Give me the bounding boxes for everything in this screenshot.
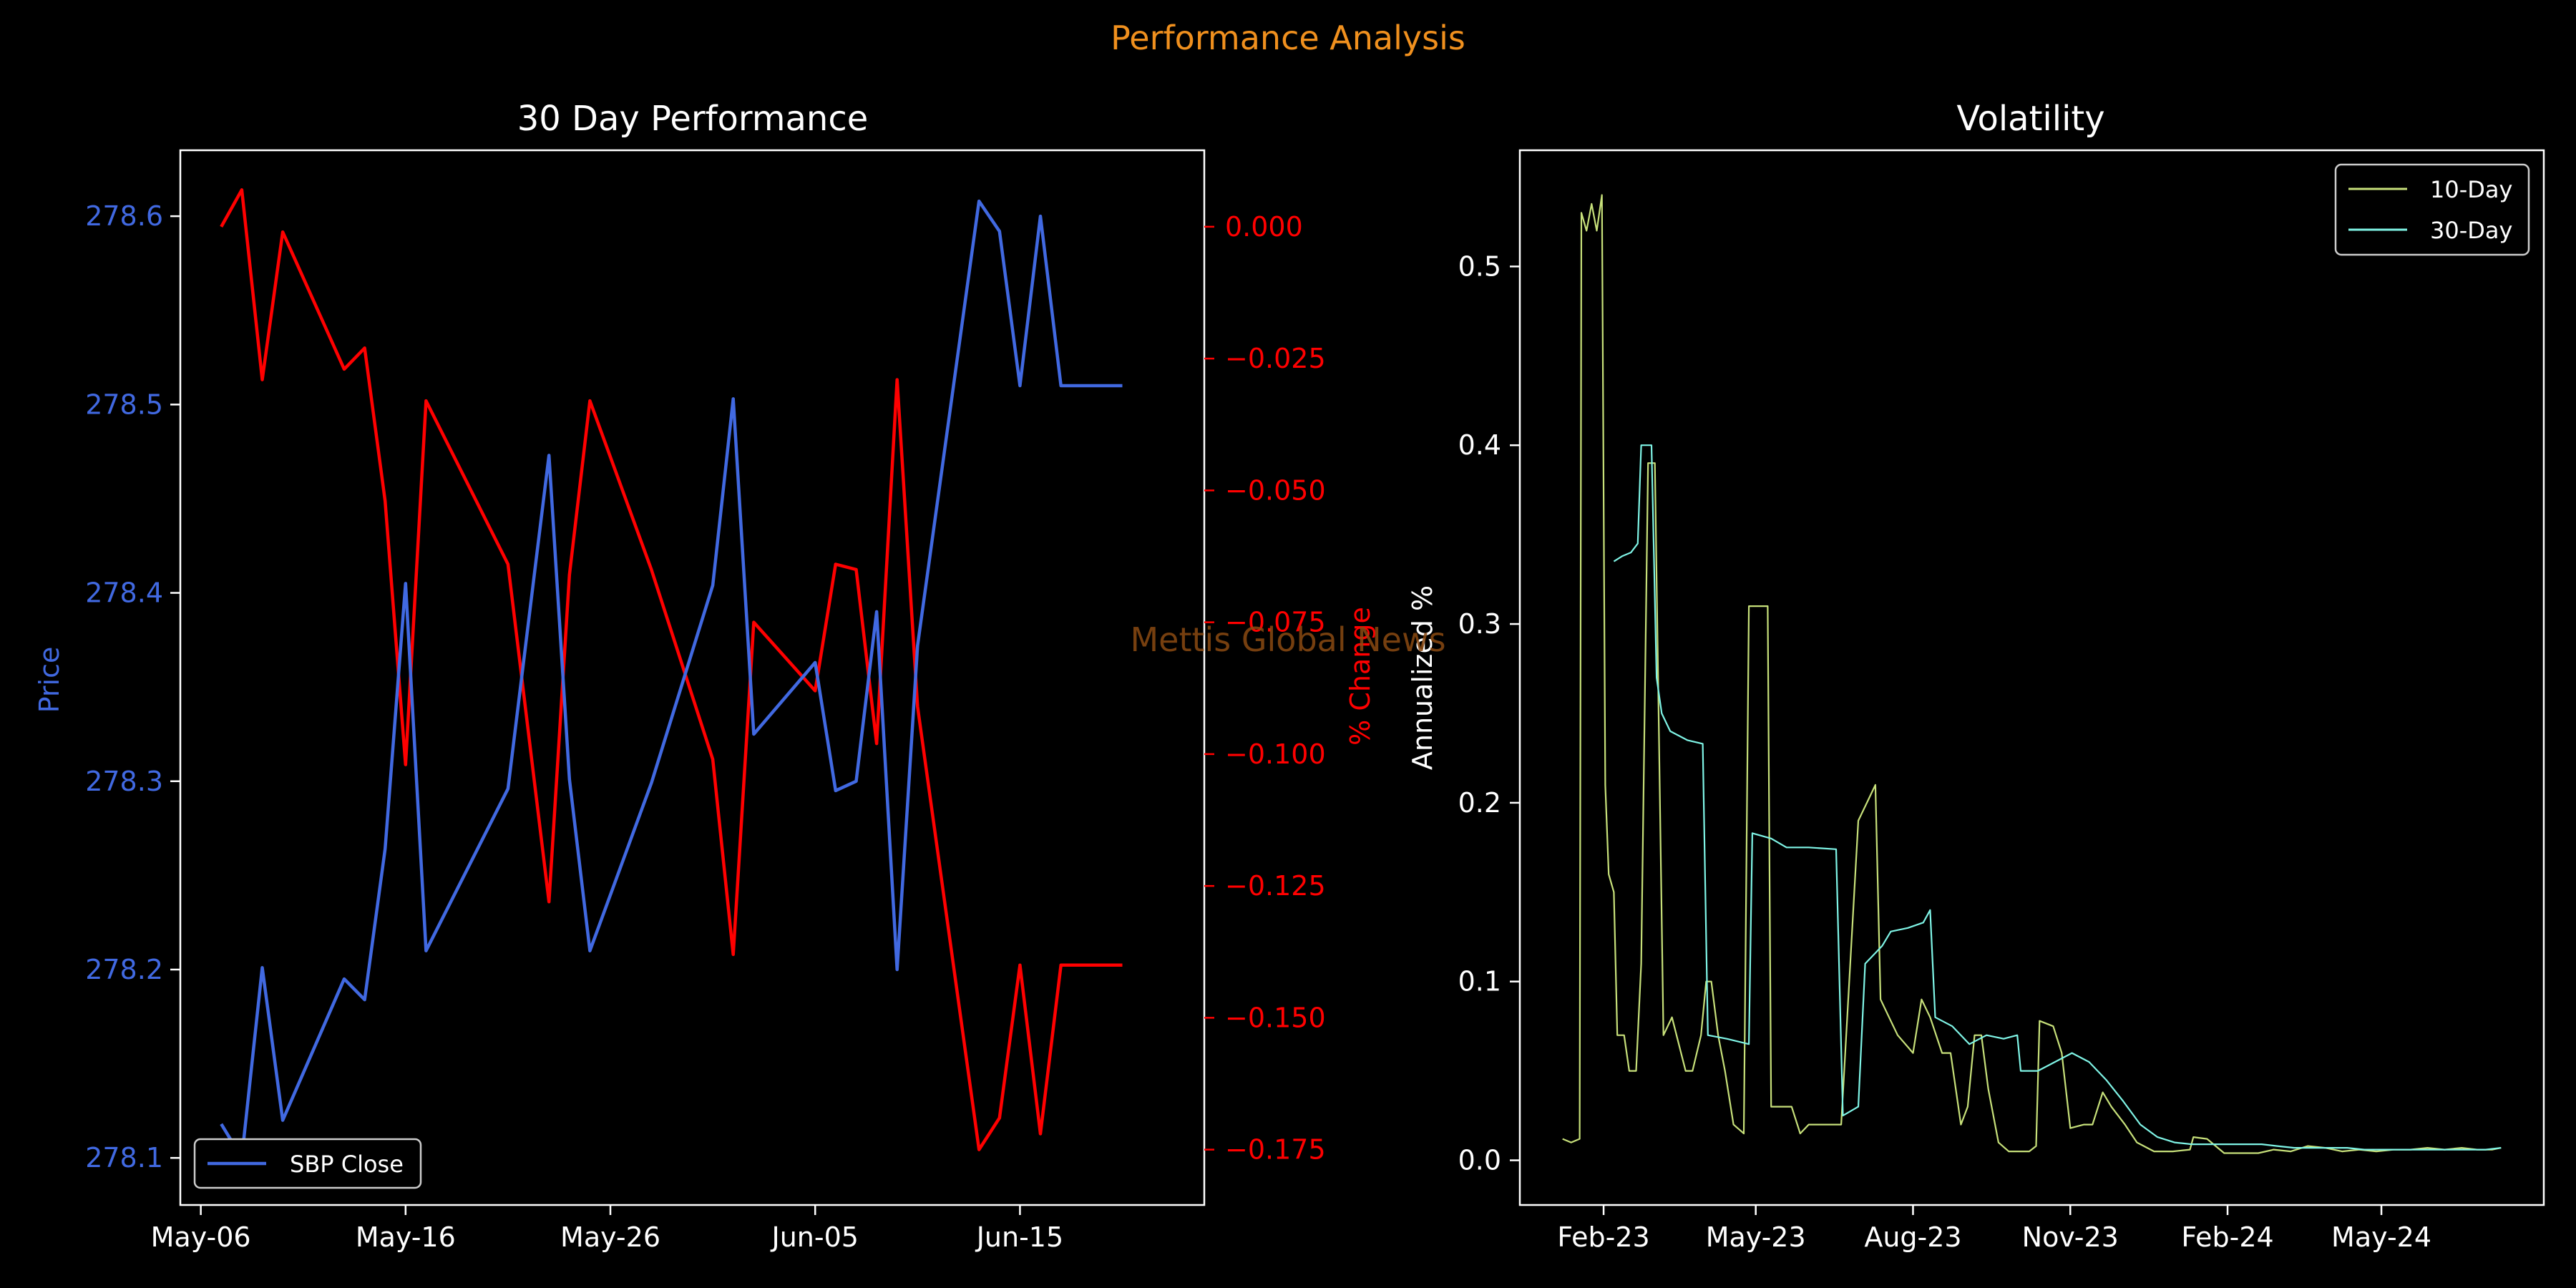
y-tick-label: 0.4 xyxy=(1458,429,1501,461)
volatility-panel: Volatility Feb-23 May-23 Aug-23 Nov-23 Feb-2… xyxy=(1407,99,2545,1253)
x-tick-label: Jun-05 xyxy=(770,1221,858,1253)
pct-tick-label: −0.175 xyxy=(1225,1134,1326,1166)
pct-tick-label: −0.100 xyxy=(1225,738,1326,770)
price-tick-label: 278.3 xyxy=(85,766,163,797)
y-tick-label: 0.1 xyxy=(1458,966,1501,997)
pct-tick-label: −0.125 xyxy=(1225,870,1326,902)
pct-change-line xyxy=(220,188,1123,1151)
x-tick-label: Feb-23 xyxy=(1557,1221,1649,1253)
watermark: Mettis Global News xyxy=(1130,620,1445,659)
performance-panel: 30 Day Performance May-06 May-16 May-26 Jun… xyxy=(34,99,1376,1253)
pct-tick-label: −0.050 xyxy=(1225,474,1326,506)
sbp-close-line xyxy=(220,199,1123,1160)
performance-axes-frame xyxy=(179,149,1206,1206)
x-tick-label: May-26 xyxy=(560,1221,660,1253)
x-tick-label: Feb-24 xyxy=(2181,1221,2273,1253)
price-tick-label: 278.6 xyxy=(85,200,163,232)
x-tick-label: May-06 xyxy=(151,1221,251,1253)
price-tick-label: 278.5 xyxy=(85,389,163,420)
price-axis-label: Price xyxy=(34,647,65,713)
legend-box xyxy=(193,1138,422,1189)
legend-label-30-day: 30-Day xyxy=(2430,217,2512,244)
y-tick-label: 0.3 xyxy=(1458,608,1501,640)
vol-10-day-line xyxy=(1562,194,2502,1154)
y-tick-label: 0.2 xyxy=(1458,787,1501,819)
price-tick-label: 278.1 xyxy=(85,1142,163,1174)
x-tick-label: May-23 xyxy=(1706,1221,1806,1253)
x-tick-label: Jun-15 xyxy=(975,1221,1063,1253)
volatility-legend: 10-Day 30-Day xyxy=(2334,163,2530,256)
annualized-axis-label: Annualized % xyxy=(1407,585,1438,770)
pct-tick-label: −0.075 xyxy=(1225,607,1326,638)
volatility-title: Volatility xyxy=(1956,99,2104,139)
price-tick-label: 278.2 xyxy=(85,954,163,985)
volatility-axes-frame xyxy=(1518,149,2545,1206)
pct-change-axis-label: % Change xyxy=(1345,607,1376,746)
performance-legend: SBP Close xyxy=(193,1138,422,1189)
pct-tick-label: 0.000 xyxy=(1225,211,1303,243)
price-tick-label: 278.4 xyxy=(85,577,163,609)
y-tick-label: 0.0 xyxy=(1458,1145,1501,1176)
x-tick-label: Aug-23 xyxy=(1864,1221,1961,1253)
x-tick-label: May-24 xyxy=(2331,1221,2431,1253)
x-tick-label: May-16 xyxy=(356,1221,456,1253)
suptitle: Performance Analysis xyxy=(1111,19,1465,57)
legend-label-10-day: 10-Day xyxy=(2430,176,2512,203)
performance-title: 30 Day Performance xyxy=(517,99,869,139)
x-tick-label: Nov-23 xyxy=(2022,1221,2119,1253)
legend-box xyxy=(2334,163,2530,256)
pct-tick-label: −0.150 xyxy=(1225,1002,1326,1033)
vol-30-day-line xyxy=(1613,444,2502,1151)
legend-label-sbp-close: SBP Close xyxy=(290,1151,404,1178)
y-tick-label: 0.5 xyxy=(1458,250,1501,282)
pct-tick-label: −0.025 xyxy=(1225,343,1326,374)
